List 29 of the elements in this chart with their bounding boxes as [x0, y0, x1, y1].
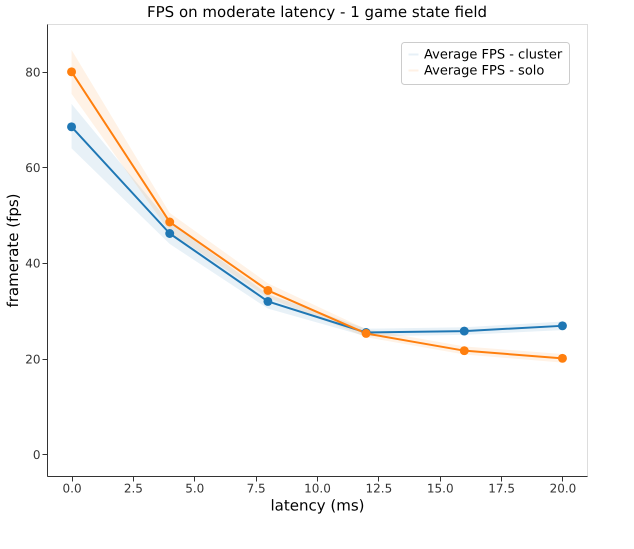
y-tick-label: 0 [32, 448, 40, 462]
x-tick-label: 20.0 [550, 482, 576, 496]
y-tick-label: 20 [25, 352, 40, 366]
y-tick-label: 40 [25, 256, 40, 271]
point [558, 354, 567, 363]
point [263, 286, 272, 295]
point [263, 296, 272, 306]
point [165, 218, 174, 226]
point [67, 122, 76, 132]
chart-title: FPS on moderate latency - 1 game state field [146, 3, 488, 21]
y-tick-label: 60 [25, 160, 40, 175]
x-tick-label: 17.5 [488, 482, 515, 496]
x-tick-label: 15.0 [426, 482, 454, 496]
point [460, 346, 469, 356]
x-tick-label: 2.5 [124, 482, 143, 496]
point [558, 321, 567, 330]
x-tick-label: 0.0 [62, 482, 82, 496]
legend-label: Average FPS - cluster [424, 48, 563, 62]
x-tick-label: 10.0 [304, 482, 331, 496]
point [165, 229, 174, 238]
x-tick-label: 5.0 [185, 482, 204, 496]
x-tick-label: 7.5 [246, 482, 266, 496]
legend-label: Average FPS - solo [424, 64, 544, 78]
x-tick-label: 12.5 [366, 482, 392, 496]
y-axis-title: framerate (fps) [4, 193, 22, 308]
point [460, 326, 469, 336]
y-tick-label: 80 [25, 65, 40, 80]
x-axis-title: latency (ms) [270, 496, 364, 514]
point [67, 67, 76, 76]
